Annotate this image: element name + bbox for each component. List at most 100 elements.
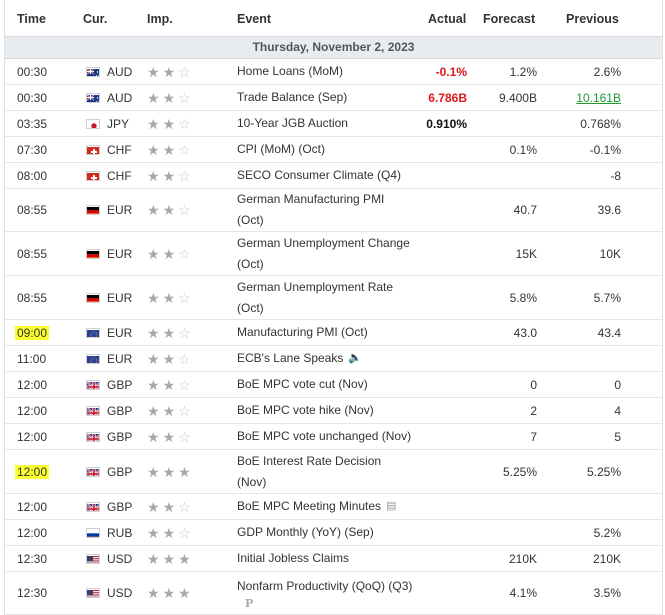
star-filled-icon: ★ (162, 115, 176, 132)
currency-code: JPY (107, 116, 130, 131)
event-time: 09:00 (15, 325, 50, 340)
event-name[interactable]: BoE Interest Rate Decision (237, 453, 382, 468)
currency-code: EUR (107, 290, 133, 305)
event-name[interactable]: German Manufacturing PMI (237, 192, 385, 206)
table-row[interactable]: 12:00 GBP ★ ★ ☆ BoE MPC vote cut (Nov) 0 0 (5, 372, 662, 398)
col-previous-header[interactable]: Previous (566, 12, 619, 26)
event-name[interactable]: CPI (MoM) (Oct) (237, 142, 325, 156)
event-name[interactable]: German Unemployment Change (237, 235, 410, 250)
previous-value: 5.2% (593, 525, 621, 540)
event-name[interactable]: Nonfarm Productivity (QoQ) (Q3) (237, 578, 413, 593)
star-empty-icon: ☆ (178, 202, 191, 218)
star-empty-icon: ☆ (178, 524, 191, 541)
star-empty-icon: ☆ (178, 115, 191, 132)
col-importance-header[interactable]: Imp. (147, 12, 173, 26)
currency-code: EUR (107, 203, 133, 217)
table-row[interactable]: 11:00 EUR ★ ★ ☆ ECB's Lane Speaks 🔈 (5, 346, 662, 372)
importance-stars: ★ ★ ☆ (147, 143, 191, 157)
star-filled-icon: ★ (178, 463, 191, 480)
star-filled-icon: ★ (162, 202, 176, 218)
table-row[interactable]: 03:35 JPY ★ ★ ☆ 10-Year JGB Auction 0.910% 0.76… (5, 111, 662, 137)
star-filled-icon: ★ (147, 550, 160, 567)
document-icon[interactable]: ▤ (386, 500, 397, 513)
forecast-value: 7 (530, 429, 537, 444)
table-row[interactable]: 08:55 EUR ★ ★ ☆ German Manufacturing PMI (Oct)… (5, 189, 662, 232)
event-period[interactable]: (Nov) (237, 474, 267, 489)
table-row[interactable]: 12:00 GBP ★ ★ ★ BoE Interest Rate Decision (No… (5, 450, 662, 494)
uk-flag-icon (86, 501, 100, 512)
star-empty-icon: ☆ (178, 63, 191, 80)
currency-code: EUR (107, 246, 133, 261)
event-period[interactable]: (Oct) (237, 300, 264, 315)
previous-value: 210K (592, 551, 621, 566)
event-name[interactable]: Home Loans (MoM) (237, 64, 344, 78)
switzerland-flag-icon (86, 170, 100, 181)
event-time: 08:55 (17, 246, 48, 261)
event-name[interactable]: SECO Consumer Climate (Q4) (237, 168, 402, 182)
star-filled-icon: ★ (147, 428, 160, 445)
star-filled-icon: ★ (162, 324, 176, 341)
event-name[interactable]: 10-Year JGB Auction (237, 116, 348, 130)
table-row[interactable]: 12:00 RUB ★ ★ ☆ GDP Monthly (YoY) (Sep) 5.2% (5, 520, 662, 546)
col-currency-header[interactable]: Cur. (83, 12, 108, 26)
event-name[interactable]: BoE MPC Meeting Minutes (237, 498, 382, 513)
event-time: 12:00 (17, 499, 48, 514)
table-header: Time Cur. Imp. Event Actual Forecast Pre… (5, 0, 662, 36)
star-empty-icon: ☆ (178, 89, 191, 106)
currency-code: GBP (107, 429, 133, 444)
table-row[interactable]: 12:00 GBP ★ ★ ☆ BoE MPC vote hike (Nov) 2 4 (5, 398, 662, 424)
star-filled-icon: ★ (178, 585, 191, 601)
col-actual-header[interactable]: Actual (428, 12, 467, 26)
event-period[interactable]: (Oct) (237, 213, 264, 227)
forecast-value: 40.7 (513, 203, 537, 217)
importance-stars: ★ ★ ★ (147, 465, 191, 479)
speaker-icon[interactable]: 🔈 (348, 352, 363, 365)
event-name[interactable]: ECB's Lane Speaks (237, 350, 344, 365)
star-filled-icon: ★ (162, 63, 176, 80)
table-row[interactable]: 00:30 AUD ★ ★ ☆ Trade Balance (Sep) 6.786B 9.40… (5, 85, 662, 111)
importance-stars: ★ ★ ☆ (147, 291, 191, 305)
forecast-value: 5.8% (509, 290, 537, 305)
currency-code: RUB (107, 525, 133, 540)
star-filled-icon: ★ (147, 115, 160, 132)
event-name[interactable]: Manufacturing PMI (Oct) (237, 325, 368, 339)
col-forecast-header[interactable]: Forecast (483, 12, 536, 26)
australia-flag-icon (86, 92, 100, 103)
star-empty-icon: ☆ (178, 167, 191, 184)
table-row[interactable]: 07:30 CHF ★ ★ ☆ CPI (MoM) (Oct) 0.1% -0.1% (5, 137, 662, 163)
preliminary-icon: P (245, 597, 254, 610)
importance-stars: ★ ★ ★ (147, 552, 191, 566)
table-row[interactable]: 12:00 GBP ★ ★ ☆ BoE MPC vote unchanged (Nov) 7… (5, 424, 662, 450)
event-name[interactable]: Trade Balance (Sep) (237, 90, 348, 104)
table-row[interactable]: 08:55 EUR ★ ★ ☆ German Unemployment Change (Oc… (5, 232, 662, 276)
event-name[interactable]: BoE MPC vote cut (Nov) (237, 377, 368, 391)
event-name[interactable]: BoE MPC vote unchanged (Nov) (237, 429, 412, 443)
event-period[interactable]: (Oct) (237, 256, 264, 271)
previous-value: -0.1% (589, 142, 621, 157)
star-filled-icon: ★ (147, 524, 160, 541)
table-row[interactable]: 12:00 GBP ★ ★ ☆ BoE MPC Meeting Minutes ▤ (5, 494, 662, 520)
col-event-header[interactable]: Event (237, 12, 272, 26)
event-time: 12:00 (15, 464, 50, 479)
event-time: 07:30 (17, 142, 48, 157)
event-name[interactable]: Initial Jobless Claims (237, 551, 350, 565)
event-time: 12:00 (17, 403, 48, 418)
table-row[interactable]: 08:55 EUR ★ ★ ☆ German Unemployment Rate (Oct)… (5, 276, 662, 320)
table-row[interactable]: 12:30 USD ★ ★ ★ Initial Jobless Claims 210K 210… (5, 546, 662, 572)
importance-stars: ★ ★ ☆ (147, 430, 191, 444)
star-filled-icon: ★ (162, 585, 176, 601)
table-row[interactable]: 08:00 CHF ★ ★ ☆ SECO Consumer Climate (Q4) -8 (5, 163, 662, 189)
importance-stars: ★ ★ ☆ (147, 169, 191, 183)
previous-value[interactable]: 10.161B (576, 90, 621, 105)
table-row[interactable]: 09:00 EUR ★ ★ ☆ Manufacturing PMI (Oct) 43.0 43… (5, 320, 662, 346)
table-row[interactable]: 00:30 AUD ★ ★ ☆ Home Loans (MoM) -0.1% 1.2% 2.6% (5, 59, 662, 85)
switzerland-flag-icon (86, 144, 100, 155)
uk-flag-icon (86, 405, 100, 416)
col-time-header[interactable]: Time (17, 12, 46, 26)
event-name[interactable]: BoE MPC vote hike (Nov) (237, 403, 374, 417)
actual-value: -0.1% (435, 64, 467, 79)
event-name[interactable]: GDP Monthly (YoY) (Sep) (237, 525, 374, 539)
event-name[interactable]: German Unemployment Rate (237, 279, 394, 294)
star-filled-icon: ★ (147, 350, 160, 367)
star-filled-icon: ★ (147, 463, 160, 480)
